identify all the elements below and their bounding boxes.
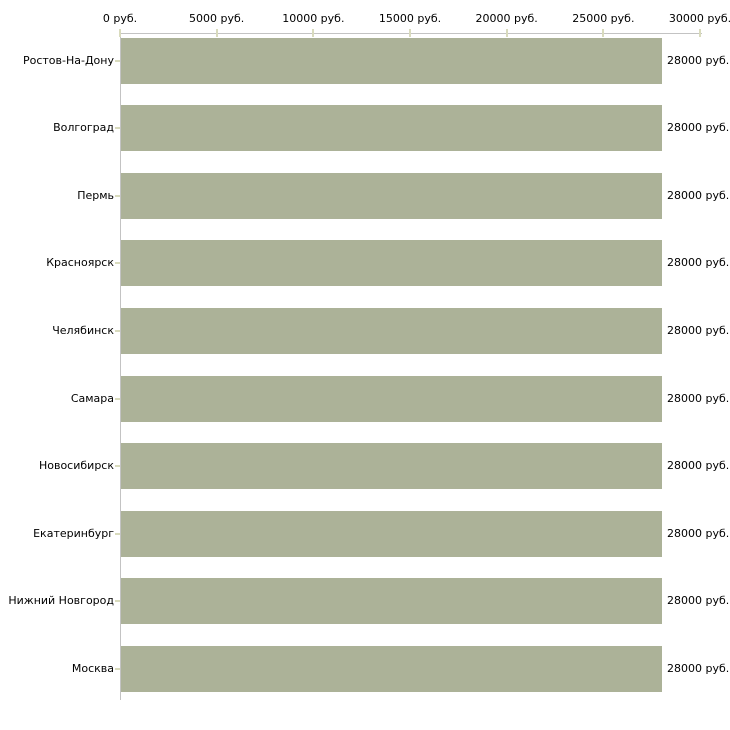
y-axis-tick-mark [115,59,120,62]
bar [121,105,662,152]
bar-value-label: 28000 руб. [667,121,730,135]
bar-value-label: 28000 руб. [667,53,730,67]
x-axis-tick-label: 10000 руб. [282,12,345,25]
x-axis-tick-mark [215,29,218,37]
bar-value-label: 28000 руб. [667,256,730,270]
bar-value-label: 28000 руб. [667,459,730,473]
category-label: Москва [71,661,114,675]
category-label: Ростов-На-Дону [22,53,114,67]
y-axis-tick-mark [115,329,120,332]
x-axis-tick-mark [409,29,411,37]
x-axis-tick-label: 5000 руб. [189,12,245,25]
bar [121,172,662,219]
bar [121,37,662,84]
x-axis-tick-mark [602,29,605,37]
category-label: Екатеринбург [33,526,114,540]
y-axis-line [120,33,121,700]
x-axis-tick-label: 25000 руб. [572,12,635,25]
bar-value-label: 28000 руб. [667,526,730,540]
y-axis-tick-mark [115,465,120,468]
x-axis-tick-label: 30000 руб. [668,12,730,25]
y-axis-tick-mark [115,262,120,265]
category-label: Новосибирск [38,459,114,473]
x-axis-tick-mark [699,29,701,37]
x-axis-tick-mark [312,29,315,37]
y-axis-tick-mark [115,600,120,603]
y-axis-tick-mark [115,532,120,535]
category-label: Челябинск [52,323,114,337]
bar-value-label: 28000 руб. [667,323,730,337]
y-axis-tick-mark [115,194,120,197]
x-axis-tick-mark [119,29,121,37]
category-label: Пермь [77,188,114,202]
bar-value-label: 28000 руб. [667,594,730,608]
bar [121,578,662,625]
bar [121,645,662,692]
bar-value-label: 28000 руб. [667,661,730,675]
bar [121,375,662,422]
bar [121,307,662,354]
bar-value-label: 28000 руб. [667,391,730,405]
bar [121,443,662,490]
bar [121,240,662,287]
y-axis-tick-mark [115,127,120,130]
y-axis-tick-mark [115,397,120,400]
y-axis-tick-mark [115,667,120,670]
x-axis-tick-mark [505,29,508,37]
bar [121,510,662,557]
x-axis-tick-label: 0 руб. [102,12,138,25]
x-axis-line [120,33,702,34]
category-label: Нижний Новгород [8,594,114,608]
category-label: Самара [70,391,114,405]
x-axis-tick-label: 15000 руб. [378,12,442,25]
category-label: Красноярск [46,256,114,270]
x-axis-tick-label: 20000 руб. [475,12,538,25]
bar-value-label: 28000 руб. [667,188,730,202]
category-label: Волгоград [53,121,114,135]
